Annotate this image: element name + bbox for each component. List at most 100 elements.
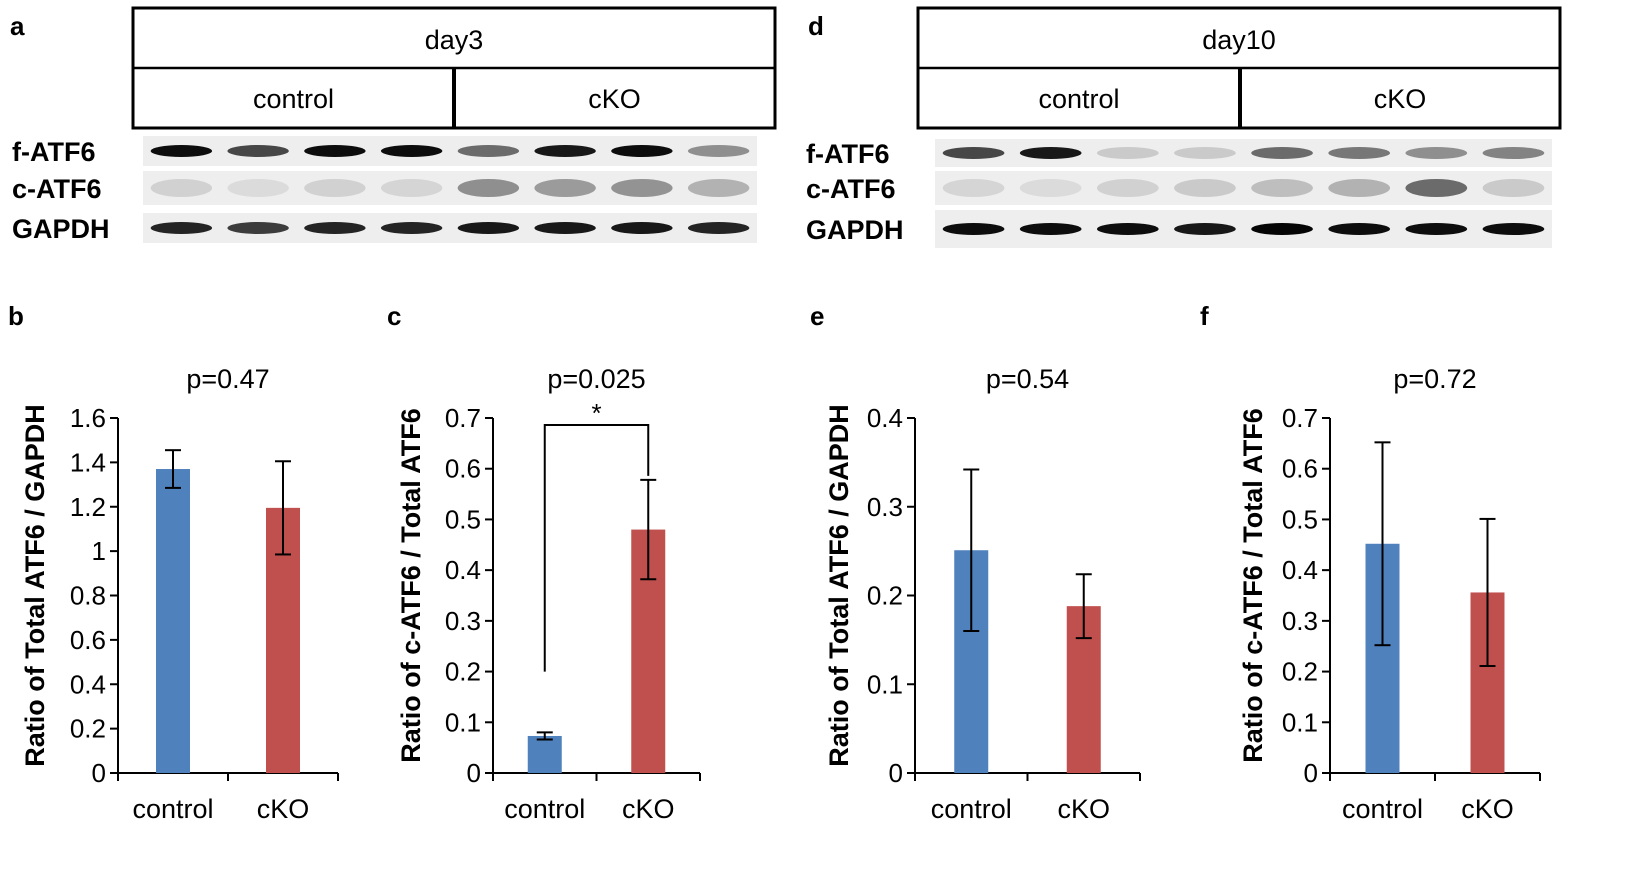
- y-tick-label: 1.4: [70, 447, 106, 477]
- y-tick-label: 1: [92, 536, 106, 566]
- blot-band: [1096, 179, 1159, 197]
- y-tick-label: 0.2: [867, 581, 903, 611]
- y-axis-label: Ratio of c-ATF6 / Total ATF6: [396, 408, 426, 762]
- y-tick-label: 0.6: [445, 454, 481, 484]
- blot-band: [1019, 147, 1082, 159]
- chart-f: f p=0.72 Ratio of c-ATF6 / Total ATF6 0 0.1 0…: [1200, 301, 1541, 824]
- blot-band: [1251, 223, 1313, 235]
- y-tick-label: 0.1: [1282, 707, 1318, 737]
- blot-band: [304, 179, 366, 197]
- y-tick-label: 0.3: [1282, 606, 1318, 636]
- x-tick-label: cKO: [1057, 794, 1110, 824]
- blot-day-label: day10: [1202, 25, 1276, 55]
- blot-band: [534, 145, 596, 157]
- x-tick-label: control: [132, 794, 213, 824]
- blot-band: [457, 145, 520, 157]
- chart-title: p=0.47: [186, 364, 269, 394]
- bar-control: [156, 469, 190, 773]
- blot-band: [150, 222, 213, 234]
- blot-band: [611, 145, 673, 157]
- blot-band: [150, 179, 213, 197]
- y-tick-label: 0.2: [1282, 657, 1318, 687]
- chart-title: p=0.025: [547, 364, 645, 394]
- blot-panel-d: d day10 control cKO f-ATF6 c-ATF6 GAPDH: [806, 6, 1562, 248]
- blot-group-label: control: [1038, 84, 1119, 114]
- blot-band: [1019, 179, 1082, 197]
- blot-group-label: control: [253, 84, 334, 114]
- y-tick-label: 0.7: [445, 403, 481, 433]
- blot-band: [380, 145, 443, 157]
- blot-band: [942, 223, 1005, 235]
- x-tick-label: control: [1342, 794, 1423, 824]
- y-tick-label: 0.2: [445, 657, 481, 687]
- blot-row-label: c-ATF6: [806, 174, 896, 204]
- blot-band: [611, 222, 673, 234]
- y-tick-label: 0.4: [445, 555, 481, 585]
- chart-e: e p=0.54 Ratio of Total ATF6 / GAPDH 0 0.1 0.…: [810, 301, 1141, 824]
- x-tick-label: cKO: [622, 794, 675, 824]
- y-tick-label: 1.6: [70, 403, 106, 433]
- blot-band: [457, 179, 520, 197]
- y-tick-label: 0.5: [445, 504, 481, 534]
- y-tick-label: 0.5: [1282, 504, 1318, 534]
- western-blots: a day3 control cKO f-ATF6 c-ATF6 GAPDH d day10 co…: [10, 6, 1562, 248]
- blot-row-label: GAPDH: [12, 214, 110, 244]
- y-tick-label: 0.4: [867, 403, 903, 433]
- y-tick-label: 0.6: [1282, 454, 1318, 484]
- blot-band: [1482, 223, 1545, 235]
- x-tick-label: control: [931, 794, 1012, 824]
- blot-group-label: cKO: [1374, 84, 1427, 114]
- blot-band: [380, 179, 443, 197]
- y-tick-label: 0.4: [70, 669, 106, 699]
- panel-letter: e: [810, 301, 824, 331]
- blot-band: [1174, 179, 1236, 197]
- y-tick-label: 0.8: [70, 581, 106, 611]
- panel-letter: d: [808, 11, 824, 41]
- chart-title: p=0.54: [986, 364, 1069, 394]
- panel-letter: f: [1200, 301, 1209, 331]
- blot-band: [1019, 223, 1082, 235]
- chart-c: c p=0.025 Ratio of c-ATF6 / Total ATF6 0 0.1…: [387, 301, 701, 824]
- chart-title: p=0.72: [1393, 364, 1476, 394]
- y-tick-label: 0.3: [445, 606, 481, 636]
- blot-band: [1096, 147, 1159, 159]
- blot-band: [534, 222, 596, 234]
- significance-bracket: [543, 424, 650, 672]
- y-axis-label: Ratio of c-ATF6 / Total ATF6: [1238, 408, 1268, 762]
- y-tick-label: 0.2: [70, 714, 106, 744]
- blot-band: [1251, 147, 1313, 159]
- panel-letter: a: [10, 11, 25, 41]
- y-tick-label: 0: [889, 758, 903, 788]
- blot-strip: [143, 171, 757, 205]
- y-tick-label: 0.6: [70, 625, 106, 655]
- blot-row-label: GAPDH: [806, 215, 904, 245]
- y-tick-label: 0.3: [867, 492, 903, 522]
- blot-band: [227, 145, 289, 157]
- blot-band: [1405, 147, 1468, 159]
- blot-band: [1482, 179, 1545, 197]
- y-tick-label: 0: [92, 758, 106, 788]
- blot-band: [1251, 179, 1313, 197]
- blot-band: [1096, 223, 1159, 235]
- bar-control: [527, 735, 562, 773]
- y-tick-label: 0: [1304, 758, 1318, 788]
- blot-band: [1328, 147, 1391, 159]
- blot-band: [380, 222, 443, 234]
- blot-band: [534, 179, 596, 197]
- blot-band: [942, 179, 1005, 197]
- blot-band: [304, 222, 366, 234]
- blot-band: [687, 145, 750, 157]
- blot-band: [687, 179, 750, 197]
- blot-band: [227, 179, 289, 197]
- y-tick-label: 0: [467, 758, 481, 788]
- bar-charts: b p=0.47 Ratio of Total ATF6 / GAPDH 0 0.2 0.…: [8, 301, 1541, 824]
- blot-band: [304, 145, 366, 157]
- blot-band: [457, 222, 520, 234]
- y-tick-label: 0.1: [867, 669, 903, 699]
- blot-row-label: f-ATF6: [12, 137, 95, 167]
- x-tick-label: control: [504, 794, 585, 824]
- blot-group-label: cKO: [588, 84, 641, 114]
- x-tick-label: cKO: [257, 794, 310, 824]
- blot-row-label: f-ATF6: [806, 139, 889, 169]
